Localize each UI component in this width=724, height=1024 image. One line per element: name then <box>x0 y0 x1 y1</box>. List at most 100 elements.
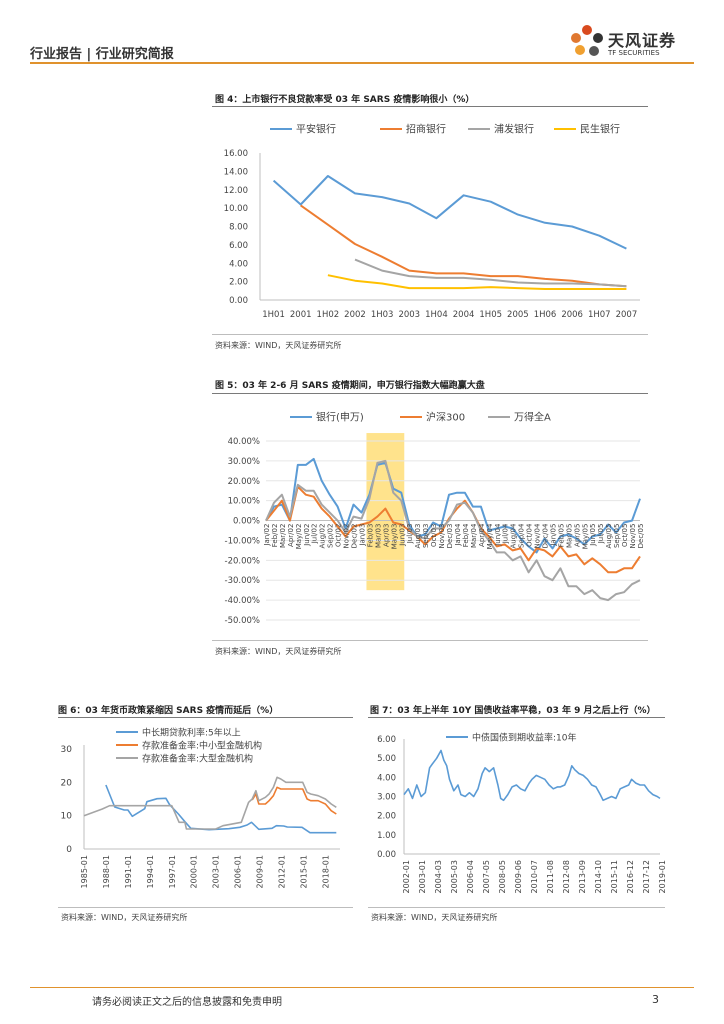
fig4-series-line <box>300 204 627 288</box>
fig6-x-tick: 2006-01 <box>234 855 243 888</box>
fig5-sars-highlight-band <box>366 433 405 591</box>
fig7-y-tick: 4.00 <box>377 773 396 783</box>
figure4-source: 资料来源：WIND，天风证券研究所 <box>215 341 342 350</box>
figure5-chart: 银行(申万) 沪深300 万得全A -50.00% -40.00% -30.00% -20.… <box>225 411 645 627</box>
fig4-x-tick: 2002 <box>344 310 366 320</box>
fig5-y-tick: 40.00% <box>228 437 260 447</box>
fig5-x-tick: Dec/02 <box>351 524 359 549</box>
fig7-y-tick: 3.00 <box>377 793 396 803</box>
fig4-series-line <box>327 274 627 290</box>
fig5-x-tick: Jul/03 <box>406 524 414 545</box>
fig5-y-tick: -50.00% <box>225 616 260 626</box>
fig5-legend-label: 沪深300 <box>426 411 465 424</box>
fig5-y-tick: -20.00% <box>225 556 260 566</box>
fig4-x-tick: 1H06 <box>534 310 557 320</box>
fig5-x-tick: Mar/02 <box>279 524 287 548</box>
fig5-y-tick: 30.00% <box>228 457 260 467</box>
fig7-y-tick: 5.00 <box>377 754 396 764</box>
fig4-series-line <box>272 175 627 250</box>
fig5-x-tick: Jul/05 <box>597 524 605 545</box>
fig7-x-tick: 2008-05 <box>498 860 507 893</box>
fig4-x-tick: 1H05 <box>479 310 502 320</box>
fig5-x-tick: Aug/05 <box>605 524 613 549</box>
figure7-top-rule <box>368 717 665 718</box>
fig4-y-tick: 14.00 <box>224 167 248 177</box>
fig4-y-tick: 8.00 <box>229 223 248 233</box>
brand-name-en: TF SECURITIES <box>608 49 660 57</box>
fig7-x-tick: 2015-11 <box>610 860 619 893</box>
fig5-x-tick: Feb/05 <box>557 524 565 548</box>
fig7-x-tick: 2010-07 <box>530 860 539 893</box>
fig5-legend-label: 银行(申万) <box>316 411 364 424</box>
fig5-x-tick: Jan/02 <box>263 524 271 547</box>
fig5-x-tick: Apr/03 <box>382 524 390 547</box>
fig6-x-tick: 2000-01 <box>190 855 199 888</box>
fig6-x-tick: 2018-01 <box>321 855 330 888</box>
footer-rule <box>30 987 694 988</box>
fig4-x-tick: 2007 <box>616 310 638 320</box>
fig5-x-tick: Feb/03 <box>366 524 374 548</box>
fig7-series-line <box>403 749 661 802</box>
fig5-x-tick: Jun/03 <box>398 524 406 547</box>
fig5-x-tick: Nov/02 <box>343 524 351 549</box>
fig5-legend-label: 万得全A <box>514 411 551 424</box>
fig6-y-tick: 10 <box>61 812 73 822</box>
fig5-x-tick: Jan/05 <box>549 524 557 547</box>
fig5-x-tick: Apr/04 <box>478 523 486 547</box>
fig7-x-tick: 2009-06 <box>514 860 523 893</box>
fig5-x-tick: Aug/03 <box>414 524 422 549</box>
fig6-x-tick: 1985-01 <box>80 855 89 888</box>
fig5-x-tick: Oct/04 <box>526 523 534 547</box>
fig6-series-line <box>105 784 337 834</box>
fig5-x-tick: Mar/05 <box>565 524 573 548</box>
fig6-x-tick: 1988-01 <box>102 855 111 888</box>
figure4-chart: 平安银行 招商银行 浦发银行 民生银行 0.00 2.00 4.00 6.00 8.00 10.0… <box>224 123 640 320</box>
fig4-y-tick: 4.00 <box>229 259 248 269</box>
fig6-legend-label: 中长期贷款利率:5年以上 <box>142 727 241 739</box>
fig5-x-tick: Oct/03 <box>430 524 438 547</box>
figure7-title: 图 7：03 年上半年 10Y 国债收益率平稳，03 年 9 月之后上行（%） <box>370 706 656 716</box>
fig4-legend-label: 平安银行 <box>296 123 336 136</box>
figure6-top-rule <box>58 717 353 718</box>
brand-name: 天风证券 <box>608 31 677 50</box>
fig7-y-tick: 1.00 <box>377 831 396 841</box>
fig7-x-tick: 2007-05 <box>482 860 491 893</box>
fig5-x-tick: Jan/04 <box>454 523 462 547</box>
fig4-x-tick: 2003 <box>398 310 420 320</box>
brand-logo-icon <box>571 25 603 56</box>
fig5-x-tick: Jun/05 <box>589 524 597 547</box>
report-section-label: 行业报告 | 行业研究简报 <box>30 47 174 62</box>
fig4-legend-label: 民生银行 <box>580 123 620 136</box>
header-rule <box>30 62 694 64</box>
figure4-top-rule <box>212 106 648 107</box>
fig5-y-tick: -40.00% <box>225 596 260 606</box>
fig5-x-tick: Jun/04 <box>494 523 502 547</box>
fig5-x-tick: Sep/03 <box>422 524 430 548</box>
fig5-x-tick: Jan/03 <box>358 524 366 547</box>
fig7-y-tick: 2.00 <box>377 812 396 822</box>
fig5-x-tick: Dec/03 <box>446 524 454 549</box>
fig6-x-tick: 1991-01 <box>124 855 133 888</box>
fig5-x-tick: Aug/04 <box>510 523 518 548</box>
fig4-legend-label: 招商银行 <box>406 123 446 136</box>
fig5-x-tick: Nov/05 <box>629 524 637 549</box>
fig7-y-tick: 6.00 <box>377 735 396 745</box>
fig4-x-tick: 1H07 <box>588 310 611 320</box>
footer-disclaimer: 请务必阅读正文之后的信息披露和免责申明 <box>92 997 282 1008</box>
figure6-title: 图 6：03 年货币政策紧缩因 SARS 疫情而延后（%） <box>58 706 279 716</box>
fig5-y-tick: 0.00% <box>233 517 260 527</box>
fig6-y-tick: 30 <box>61 745 73 755</box>
fig4-y-tick: 0.00 <box>229 296 248 306</box>
fig6-x-tick: 1994-01 <box>146 855 155 888</box>
fig5-x-tick: May/05 <box>581 524 589 550</box>
fig4-y-tick: 10.00 <box>224 204 248 214</box>
fig5-y-tick: 20.00% <box>228 477 260 487</box>
fig5-x-tick: May/03 <box>390 524 398 550</box>
fig5-x-tick: Jul/04 <box>502 523 510 544</box>
fig4-x-tick: 2001 <box>290 310 312 320</box>
fig7-x-tick: 2012-08 <box>562 860 571 893</box>
fig5-x-tick: Dec/05 <box>637 524 645 549</box>
fig5-x-tick: Sep/05 <box>613 524 621 548</box>
fig7-x-tick: 2013-09 <box>578 860 587 893</box>
fig5-x-tick: Nov/03 <box>438 524 446 549</box>
